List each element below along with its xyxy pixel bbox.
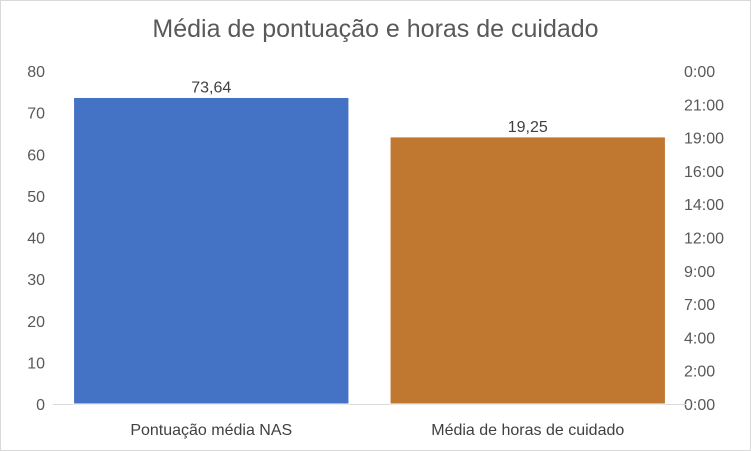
left-axis-tick-label: 50 bbox=[27, 189, 45, 206]
left-axis-tick-label: 30 bbox=[27, 272, 45, 289]
category-label-1: Pontuação média NAS bbox=[130, 422, 292, 439]
left-axis-tick-label: 0 bbox=[36, 397, 45, 414]
left-axis-tick-label: 60 bbox=[27, 147, 45, 164]
chart-title: Média de pontuação e horas de cuidado bbox=[152, 15, 599, 43]
right-axis-tick-label: 12:00 bbox=[684, 231, 724, 248]
left-axis-tick-label: 20 bbox=[27, 314, 45, 331]
right-axis-tick-label: 19:00 bbox=[684, 131, 724, 148]
right-axis-tick-label: 16:00 bbox=[684, 164, 724, 181]
right-axis-tick-label: 9:00 bbox=[684, 264, 715, 281]
bar-2 bbox=[389, 136, 666, 405]
left-axis-tick-label: 80 bbox=[27, 64, 45, 81]
category-label-2: Média de horas de cuidado bbox=[431, 422, 624, 439]
left-axis-tick-label: 40 bbox=[27, 231, 45, 248]
right-axis-tick-label: 0:00 bbox=[684, 64, 715, 81]
left-axis-tick-label: 10 bbox=[27, 355, 45, 372]
data-label-1: 73,64 bbox=[191, 79, 231, 96]
right-axis-tick-label: 14:00 bbox=[684, 197, 724, 214]
bar-1 bbox=[73, 96, 350, 405]
right-axis-tick-label: 7:00 bbox=[684, 297, 715, 314]
data-label-2: 19,25 bbox=[508, 119, 548, 136]
right-axis-tick-label: 21:00 bbox=[684, 97, 724, 114]
right-axis-tick-label: 0:00 bbox=[684, 397, 715, 414]
right-axis-tick-label: 4:00 bbox=[684, 330, 715, 347]
left-axis-tick-label: 70 bbox=[27, 106, 45, 123]
right-axis-tick-label: 2:00 bbox=[684, 364, 715, 381]
